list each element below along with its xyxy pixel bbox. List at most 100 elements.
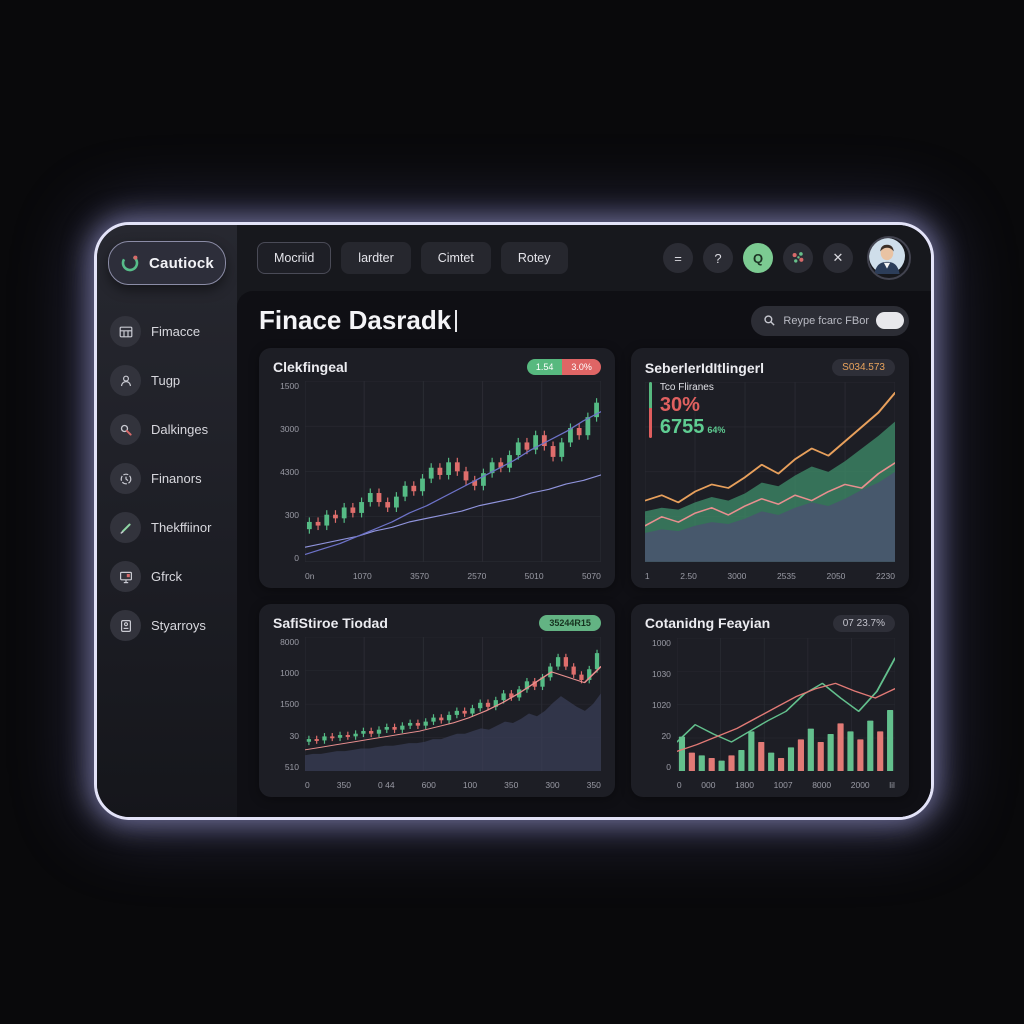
sidebar-item-label: Dalkinges [151, 422, 209, 437]
main-area: Mocriid lardter Cimtet Rotey = ? Q ✕ [237, 225, 931, 817]
y-axis-labels: 8000 1000 1500 30 510 [273, 637, 299, 790]
tick-label: 0 [666, 762, 671, 772]
card-title: Clekfingeal [273, 359, 348, 375]
search-icon [763, 314, 776, 327]
sidebar-item-finanors[interactable]: Finanors [108, 460, 226, 497]
sidebar-item-label: Thekffiinor [151, 520, 212, 535]
card-title: Cotanidng Feayian [644, 615, 771, 632]
gain-badge: 1.54 [526, 359, 563, 375]
sidebar-item-styarroys[interactable]: Styarroys [108, 607, 226, 644]
card-title: SeberlerIdItlingerl [644, 359, 764, 376]
tick-label: 100 [462, 780, 478, 790]
stat-indicator-bar [648, 382, 652, 438]
sidebar-item-dalkinges[interactable]: Dalkinges [108, 411, 226, 448]
sidebar-item-label: Fimacce [151, 324, 201, 339]
card-clekfingeal: Clekfingeal 1.54 3.0% 1500 3000 4300 300 0 0… [259, 348, 615, 588]
card-seberlerl: SeberlerIdItlingerl S034.573 Tco Flirane… [630, 348, 909, 588]
scatter-dots-icon[interactable] [783, 243, 813, 273]
badge-icon [110, 610, 141, 641]
tick-label: 1007 [773, 780, 793, 790]
sidebar-item-fimacce[interactable]: Fimacce [108, 313, 226, 350]
bar-line-chart [676, 637, 895, 771]
candlestick-area-chart [305, 636, 601, 771]
tick-label: 0 [305, 780, 310, 790]
x-axis-labels: 1 2.50 3000 2535 2050 2230 [645, 562, 895, 581]
monitor-icon [110, 561, 141, 592]
tick-label: 30 [289, 730, 299, 741]
app-logo[interactable]: Cautiock [108, 241, 226, 285]
tick-label: 600 [421, 780, 436, 790]
x-axis-labels: 0n 1070 3570 2570 5010 5070 [305, 562, 601, 581]
stats-block: Tco Fliranes 30% 6755 64% [648, 382, 726, 438]
tick-label: lil [889, 780, 895, 790]
tick-label: 4300 [280, 466, 299, 477]
tick-label: 1000 [652, 637, 671, 648]
tab-lardter[interactable]: lardter [341, 242, 411, 274]
y-axis-labels: 1000 1030 1020 20 0 [645, 638, 671, 790]
tick-label: 2.50 [680, 570, 697, 581]
y-axis-labels: 1500 3000 4300 300 0 [273, 381, 299, 581]
tick-label: 2535 [776, 570, 796, 581]
tab-cimtet[interactable]: Cimtet [420, 242, 491, 274]
loss-badge: 3.0% [562, 359, 601, 375]
tab-rotey[interactable]: Rotey [500, 242, 568, 274]
logo-gauge-icon [119, 252, 141, 274]
tick-label: 1800 [735, 780, 755, 790]
tick-label: 2230 [876, 570, 895, 581]
menu-icon[interactable]: = [663, 243, 693, 273]
tick-label: 1020 [652, 699, 671, 710]
clock-icon [110, 463, 141, 494]
tick-label: 0 [676, 780, 682, 790]
tick-label: 350 [586, 780, 601, 790]
sidebar-item-thekffiinor[interactable]: Thekffiinor [108, 509, 226, 546]
topbar-tabs: Mocriid lardter Cimtet Rotey [257, 242, 568, 274]
grid-icon [110, 316, 141, 347]
user-icon [110, 365, 141, 396]
tick-label: 8000 [812, 780, 832, 790]
search-input[interactable]: Reype fcarc FBor [751, 305, 909, 336]
tick-label: 350 [504, 780, 519, 790]
sidebar-item-label: Finanors [151, 471, 202, 486]
help-icon[interactable]: ? [703, 243, 733, 273]
stat-value: 6755 64% [659, 416, 726, 438]
x-axis-labels: 0 000 1800 1007 8000 2000 lil [677, 771, 895, 790]
tick-label: 300 [545, 780, 560, 790]
tick-label: 1500 [280, 699, 299, 710]
tick-label: 2570 [467, 570, 487, 581]
tick-label: 3000 [280, 423, 299, 434]
sidebar-nav: Fimacce Tugp Dalkinges [108, 313, 226, 644]
value-badge: 35244R15 [539, 614, 601, 631]
tick-label: 0 44 [378, 780, 395, 790]
tick-label: 1000 [280, 668, 299, 679]
sidebar-item-label: Styarroys [151, 618, 206, 633]
sidebar-item-label: Gfrck [151, 569, 183, 584]
text-cursor [455, 309, 458, 332]
sidebar-item-gfrck[interactable]: Gfrck [108, 558, 226, 595]
currency-icon[interactable]: Q [743, 243, 773, 273]
tab-mocriid[interactable]: Mocriid [257, 242, 332, 274]
sidebar-item-tugp[interactable]: Tugp [108, 362, 226, 399]
card-safistiroe: SafiStiroe Tiodad 35244R15 8000 1000 1500 3… [259, 603, 615, 797]
tick-label: 1070 [352, 570, 372, 581]
card-cotanidng: Cotanidng Feayian 07 23.7% 1000 1030 1020 2… [630, 603, 909, 797]
candlestick-chart [305, 381, 601, 562]
stat-sub-percent: 64% [707, 425, 726, 435]
stat-label: Tco Fliranes [659, 382, 714, 393]
dashboard-content: Finace Dasradk Reype fcarc FBor [237, 291, 931, 817]
user-avatar[interactable] [867, 236, 911, 280]
search-toggle[interactable] [876, 312, 904, 329]
app-window: Cautiock Fimacce Tugp [94, 222, 934, 820]
tick-label: 5010 [524, 570, 544, 581]
topbar-actions: = ? Q ✕ [663, 236, 911, 280]
value-badge: 07 23.7% [832, 614, 895, 632]
search-placeholder: Reype fcarc FBor [783, 314, 869, 327]
logo-text: Cautiock [149, 254, 214, 272]
card-title: SafiStiroe Tiodad [273, 614, 388, 631]
page-title: Finace Dasradk [259, 305, 452, 335]
change-badge: 1.54 3.0% [526, 359, 601, 375]
tick-label: 8000 [280, 636, 299, 647]
tick-label: 1030 [652, 668, 671, 679]
tick-label: 1 [644, 570, 650, 581]
sidebar: Cautiock Fimacce Tugp [97, 225, 237, 817]
close-icon[interactable]: ✕ [823, 243, 853, 273]
